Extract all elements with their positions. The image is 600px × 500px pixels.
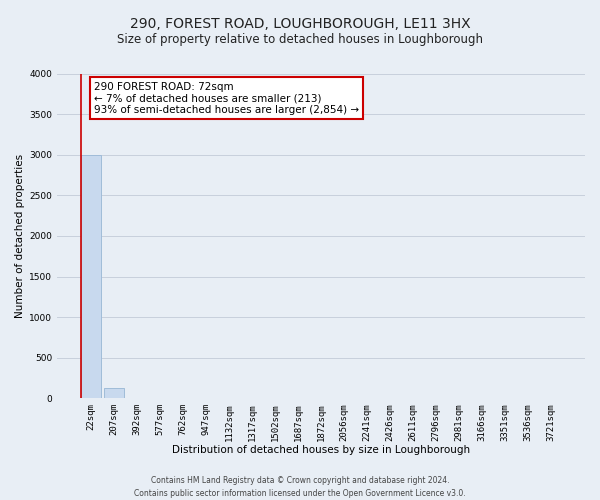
Bar: [104, 388, 124, 398]
Text: 290, FOREST ROAD, LOUGHBOROUGH, LE11 3HX: 290, FOREST ROAD, LOUGHBOROUGH, LE11 3HX: [130, 18, 470, 32]
Text: 290 FOREST ROAD: 72sqm
← 7% of detached houses are smaller (213)
93% of semi-det: 290 FOREST ROAD: 72sqm ← 7% of detached …: [94, 82, 359, 115]
Text: Contains HM Land Registry data © Crown copyright and database right 2024.
Contai: Contains HM Land Registry data © Crown c…: [134, 476, 466, 498]
Y-axis label: Number of detached properties: Number of detached properties: [15, 154, 25, 318]
Bar: [81, 154, 101, 398]
X-axis label: Distribution of detached houses by size in Loughborough: Distribution of detached houses by size …: [172, 445, 470, 455]
Text: Size of property relative to detached houses in Loughborough: Size of property relative to detached ho…: [117, 32, 483, 46]
